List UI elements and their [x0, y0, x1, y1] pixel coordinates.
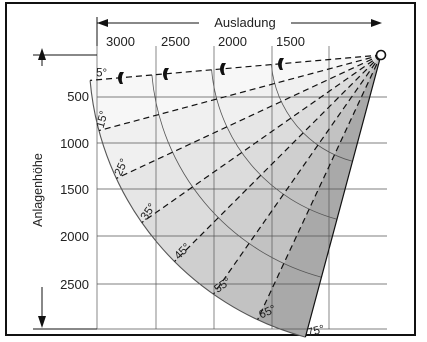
angle-sector: [141, 55, 381, 262]
x-axis-arrow-left: [97, 19, 108, 27]
x-axis-title: Ausladung: [214, 15, 275, 30]
pivot-markers: [118, 58, 284, 84]
angle-sector: [257, 55, 381, 338]
wedge-marker: [220, 63, 226, 75]
y-axis-arrow-up: [38, 48, 46, 60]
reach-arc: [89, 80, 306, 338]
wedge-marker: [118, 72, 124, 84]
x-tick-label: 2500: [161, 34, 190, 49]
angle-ray: [304, 54, 382, 338]
angle-rays: [90, 54, 382, 338]
angle-sector: [98, 55, 382, 179]
angle-sector: [174, 55, 381, 295]
y-tick-label: 1500: [60, 182, 89, 197]
y-tick-label: 2000: [60, 229, 89, 244]
y-axis-arrow-down: [38, 316, 46, 328]
reach-arc: [271, 64, 353, 162]
angle-sector: [213, 55, 381, 320]
grid: [96, 46, 387, 330]
x-tick-label: 1500: [276, 34, 305, 49]
angle-ray: [98, 54, 382, 132]
wedge-marker: [278, 58, 284, 70]
y-axis-title: Anlagenhöhe: [31, 153, 45, 227]
reach-arcs: [89, 64, 353, 338]
angle-ray: [141, 54, 382, 223]
x-tick-label: 3000: [106, 34, 135, 49]
x-axis-title-bg: [199, 14, 291, 30]
y-tick-label: 1000: [60, 136, 89, 151]
y-tick-label: 2500: [60, 277, 89, 292]
x-tick-label: 2000: [218, 34, 247, 49]
angle-ray: [213, 54, 382, 295]
angle-label: 75°: [306, 323, 326, 339]
wedge-marker: [163, 68, 169, 80]
reach-arc: [211, 69, 338, 220]
angle-ray: [116, 54, 382, 179]
angle-ray: [174, 54, 382, 262]
y-tick-label: 500: [67, 89, 89, 104]
angle-sectors: [90, 55, 382, 338]
reach-arc: [151, 74, 322, 278]
angle-label: 5°: [96, 67, 107, 79]
angle-ray: [90, 54, 382, 81]
pivot-point: [375, 49, 387, 61]
x-axis-arrow-right: [371, 19, 382, 27]
angle-label: 15°: [95, 110, 111, 130]
angle-ray: [257, 54, 382, 320]
